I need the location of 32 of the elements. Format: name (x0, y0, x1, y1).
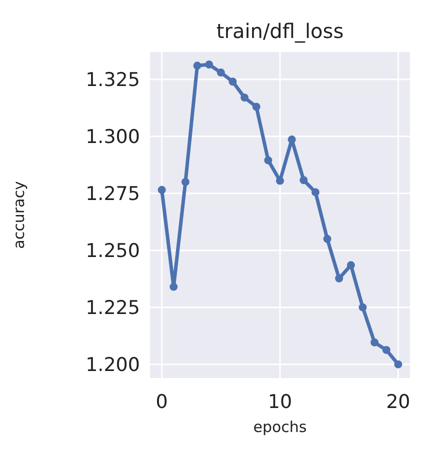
point (394, 360, 402, 368)
x-axis-title: epochs (253, 418, 307, 436)
x-tick-label: 10 (268, 391, 292, 413)
point (170, 282, 178, 291)
point (216, 68, 225, 77)
point (193, 62, 202, 70)
y-tick-label: 1.300 (86, 126, 140, 148)
point (276, 176, 284, 185)
point (335, 274, 344, 282)
point (358, 303, 367, 312)
point (228, 78, 237, 86)
point (323, 234, 332, 243)
point (346, 261, 355, 270)
point (205, 60, 214, 69)
point (240, 94, 249, 102)
point (264, 156, 272, 164)
point (181, 178, 190, 186)
y-axis-title: accuracy (10, 181, 28, 249)
point (382, 346, 390, 354)
y-tick-label: 1.200 (86, 354, 140, 376)
y-tick-label: 1.225 (86, 296, 140, 319)
y-tick-label: 1.275 (86, 182, 140, 205)
x-tick-label: 20 (386, 391, 410, 413)
y-tick-label: 1.325 (86, 69, 140, 92)
x-tick-label: 0 (156, 391, 168, 413)
point (300, 176, 308, 184)
point (311, 188, 320, 196)
y-tick-label: 1.250 (86, 240, 140, 262)
point (370, 338, 379, 346)
point (252, 102, 260, 111)
chart-title: train/dfl_loss (216, 19, 344, 43)
point (158, 186, 166, 194)
